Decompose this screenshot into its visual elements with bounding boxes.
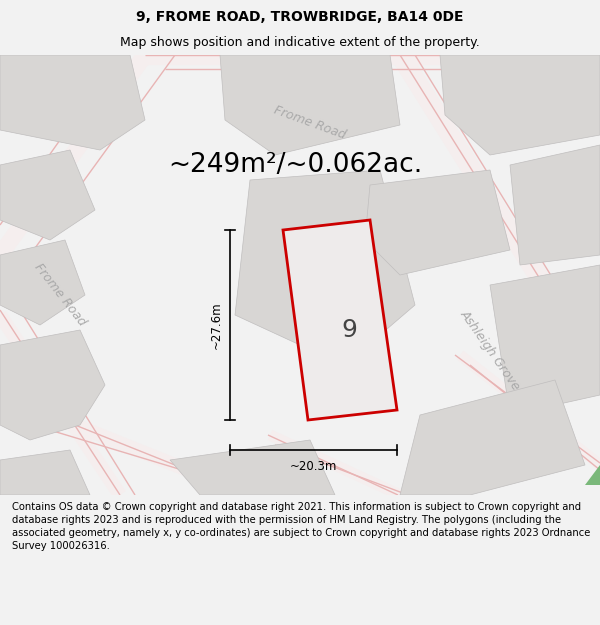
Polygon shape: [440, 55, 600, 155]
Text: ~27.6m: ~27.6m: [209, 301, 223, 349]
Text: 9: 9: [341, 318, 358, 342]
Text: Frome Road: Frome Road: [32, 261, 88, 329]
Polygon shape: [235, 170, 415, 345]
Text: Ashleigh Grove: Ashleigh Grove: [457, 308, 523, 392]
Polygon shape: [400, 380, 585, 495]
Polygon shape: [170, 440, 335, 495]
Text: Contains OS data © Crown copyright and database right 2021. This information is : Contains OS data © Crown copyright and d…: [12, 502, 590, 551]
Polygon shape: [0, 240, 85, 325]
Polygon shape: [0, 450, 90, 495]
Text: Frome Road: Frome Road: [272, 104, 348, 142]
Polygon shape: [220, 55, 400, 155]
Text: 9, FROME ROAD, TROWBRIDGE, BA14 0DE: 9, FROME ROAD, TROWBRIDGE, BA14 0DE: [136, 9, 464, 24]
Polygon shape: [283, 220, 397, 420]
Polygon shape: [510, 145, 600, 265]
Polygon shape: [0, 55, 145, 150]
Polygon shape: [365, 170, 510, 275]
Text: Map shows position and indicative extent of the property.: Map shows position and indicative extent…: [120, 36, 480, 49]
Polygon shape: [585, 465, 600, 485]
Polygon shape: [0, 150, 95, 240]
Text: ~20.3m: ~20.3m: [290, 459, 337, 472]
Text: ~249m²/~0.062ac.: ~249m²/~0.062ac.: [168, 152, 422, 178]
Polygon shape: [490, 265, 600, 415]
Polygon shape: [0, 330, 105, 440]
